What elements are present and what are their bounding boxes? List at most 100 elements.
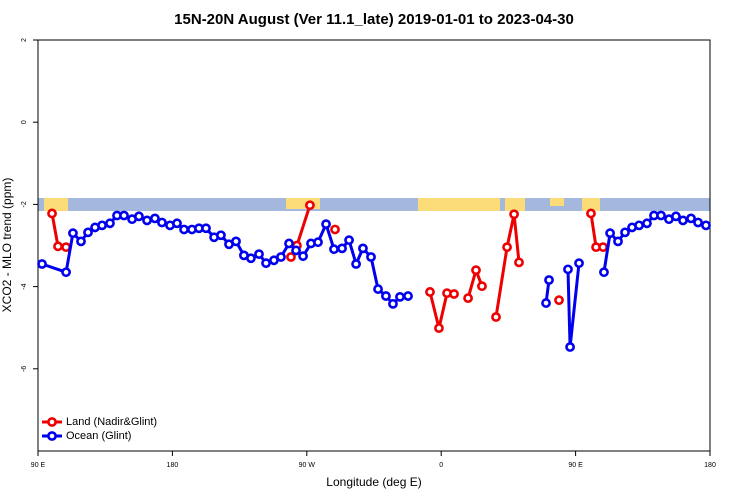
y-axis-label: XCO2 - MLO trend (ppm) bbox=[0, 178, 14, 313]
point bbox=[61, 267, 71, 278]
point bbox=[403, 291, 413, 301]
legend-marker bbox=[47, 417, 57, 427]
point bbox=[344, 235, 354, 246]
point bbox=[97, 220, 107, 231]
point bbox=[291, 245, 301, 256]
point bbox=[678, 215, 688, 226]
point bbox=[53, 241, 63, 252]
point bbox=[693, 217, 703, 228]
point bbox=[686, 213, 696, 224]
point bbox=[544, 275, 554, 285]
land-mask-strip bbox=[38, 198, 710, 211]
point bbox=[157, 217, 167, 228]
point bbox=[134, 211, 144, 222]
point bbox=[172, 218, 182, 229]
point bbox=[502, 242, 512, 253]
point bbox=[231, 236, 241, 247]
point bbox=[37, 259, 47, 269]
point bbox=[434, 323, 444, 334]
point bbox=[381, 291, 391, 301]
point bbox=[471, 265, 481, 276]
point bbox=[598, 242, 608, 253]
point bbox=[671, 211, 681, 222]
y-tick-label: -6 bbox=[21, 366, 28, 372]
point bbox=[613, 236, 623, 247]
point bbox=[599, 267, 609, 278]
y-tick-label: 2 bbox=[21, 38, 28, 42]
point bbox=[388, 298, 398, 309]
point bbox=[565, 342, 575, 352]
x-tick-label: 0 bbox=[439, 462, 443, 469]
point bbox=[119, 210, 129, 221]
x-tick-label: 180 bbox=[167, 462, 179, 469]
point bbox=[395, 291, 405, 302]
legend-marker bbox=[47, 431, 57, 441]
point bbox=[105, 218, 115, 229]
point bbox=[83, 227, 93, 238]
x-tick-label: 90 E bbox=[568, 462, 583, 469]
plot-frame bbox=[37, 39, 711, 452]
point bbox=[284, 238, 294, 249]
point bbox=[261, 258, 271, 269]
chart-title: 15N-20N August (Ver 11.1_late) 2019-01-0… bbox=[174, 11, 574, 28]
x-axis-label: Longitude (deg E) bbox=[326, 475, 421, 489]
point bbox=[605, 228, 615, 239]
y-tick-label: -4 bbox=[21, 283, 28, 289]
point bbox=[491, 312, 501, 322]
point bbox=[179, 224, 189, 235]
point bbox=[216, 230, 226, 241]
point bbox=[337, 243, 347, 254]
point bbox=[425, 287, 435, 297]
point bbox=[330, 224, 340, 235]
point bbox=[514, 257, 524, 268]
land-strip bbox=[505, 198, 525, 211]
point bbox=[358, 243, 368, 254]
point bbox=[329, 244, 339, 255]
point bbox=[305, 200, 315, 211]
land-strip bbox=[582, 198, 600, 211]
point bbox=[286, 252, 296, 262]
point bbox=[509, 209, 519, 220]
point bbox=[76, 236, 86, 247]
x-tick-label: 90 E bbox=[31, 462, 46, 469]
point bbox=[298, 251, 308, 262]
point bbox=[373, 284, 383, 294]
point bbox=[321, 219, 331, 230]
land-strip bbox=[44, 198, 68, 211]
land-strip bbox=[286, 198, 320, 209]
point bbox=[150, 213, 160, 224]
point bbox=[449, 289, 459, 299]
point bbox=[574, 258, 584, 269]
point bbox=[620, 227, 630, 238]
point bbox=[463, 293, 473, 304]
point bbox=[351, 259, 361, 269]
y-tick-label: 0 bbox=[21, 120, 28, 124]
point bbox=[254, 249, 264, 260]
legend-label: Land (Nadir&Glint) bbox=[66, 416, 157, 428]
point bbox=[47, 208, 57, 219]
land-strip bbox=[550, 198, 564, 206]
land-strip bbox=[418, 198, 500, 211]
point bbox=[701, 220, 711, 231]
point bbox=[634, 220, 644, 231]
point bbox=[142, 215, 152, 226]
legend: Land (Nadir&Glint) Ocean (Glint) bbox=[42, 416, 157, 442]
point bbox=[656, 210, 666, 221]
point bbox=[563, 264, 573, 275]
x-tick-label: 180 bbox=[704, 462, 716, 469]
point bbox=[541, 298, 551, 308]
point bbox=[313, 237, 323, 248]
point bbox=[554, 295, 564, 306]
point bbox=[477, 281, 487, 292]
x-tick-label: 90 W bbox=[299, 462, 316, 469]
point bbox=[276, 252, 286, 262]
legend-label: Ocean (Glint) bbox=[66, 430, 131, 442]
point bbox=[642, 218, 652, 229]
y-tick-label: -2 bbox=[21, 201, 28, 207]
ocean-strip bbox=[38, 198, 710, 211]
point bbox=[366, 252, 376, 262]
point bbox=[586, 208, 596, 219]
point bbox=[246, 253, 256, 264]
point bbox=[201, 223, 211, 234]
